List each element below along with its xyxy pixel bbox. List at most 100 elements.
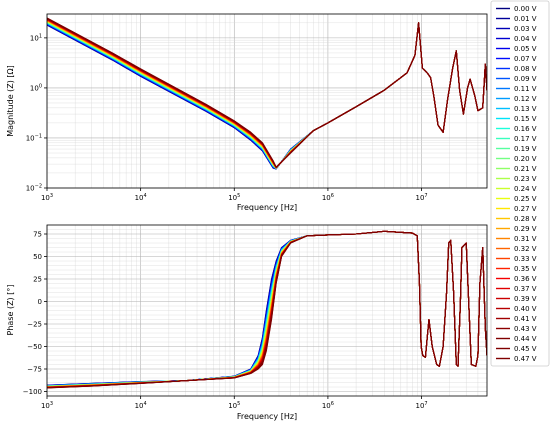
magnitude-y-tick-label: 100 <box>30 83 42 92</box>
phase-x-tick-label: 107 <box>415 401 427 410</box>
phase-grid <box>46 225 488 396</box>
legend-label: 0.47 V <box>514 355 537 363</box>
legend-entry: 0.11 V <box>496 85 537 93</box>
legend-entry: 0.16 V <box>496 125 537 133</box>
phase-y-tick-label: 75 <box>33 231 42 239</box>
phase-y-tick-label: 25 <box>33 276 42 284</box>
phase-y-tick-label: −100 <box>23 388 42 396</box>
legend-entry: 0.13 V <box>496 105 537 113</box>
legend-label: 0.09 V <box>514 75 537 83</box>
legend-label: 0.41 V <box>514 315 537 323</box>
magnitude-x-tick-label: 106 <box>322 193 334 202</box>
legend-label: 0.11 V <box>514 85 537 93</box>
phase-panel: 103 104 105 106 107 −100 −75 −50 −25 0 25 50 75 Fre… <box>6 224 488 421</box>
legend-label: 0.29 V <box>514 225 537 233</box>
legend-label: 0.36 V <box>514 275 537 283</box>
legend-label: 0.13 V <box>514 105 537 113</box>
legend-entry: 0.31 V <box>496 235 537 243</box>
legend-entry: 0.17 V <box>496 135 537 143</box>
legend-label: 0.12 V <box>514 95 537 103</box>
legend-entry: 0.01 V <box>496 15 537 23</box>
phase-x-axis-label: Frequency [Hz] <box>237 412 297 421</box>
phase-y-tick-label: −75 <box>27 366 42 374</box>
magnitude-y-tick-label: 10−1 <box>26 133 42 142</box>
legend-entry: 0.47 V <box>496 355 537 363</box>
legend-entry: 0.12 V <box>496 95 537 103</box>
legend-entry: 0.05 V <box>496 45 537 53</box>
legend-entry: 0.15 V <box>496 115 537 123</box>
legend-entry: 0.40 V <box>496 305 537 313</box>
legend-entry: 0.07 V <box>496 55 537 63</box>
legend-entry: 0.00 V <box>496 5 537 13</box>
legend-label: 0.16 V <box>514 125 537 133</box>
legend-entry: 0.32 V <box>496 245 537 253</box>
phase-x-tick-label: 103 <box>41 401 53 410</box>
phase-y-tick-label: −50 <box>27 343 42 351</box>
legend-frame <box>490 0 550 367</box>
phase-curve-0-47-V <box>47 230 487 389</box>
legend-label: 0.23 V <box>514 175 537 183</box>
legend-label: 0.07 V <box>514 55 537 63</box>
legend-entry: 0.24 V <box>496 185 537 193</box>
magnitude-series <box>47 17 487 170</box>
legend-label: 0.15 V <box>514 115 537 123</box>
legend-label: 0.00 V <box>514 5 537 13</box>
legend-entry: 0.04 V <box>496 35 537 43</box>
legend-label: 0.25 V <box>514 195 537 203</box>
legend-label: 0.43 V <box>514 325 537 333</box>
legend-entry: 0.36 V <box>496 275 537 283</box>
magnitude-panel: 103 104 105 106 107 10−2 10−1 100 101 Frequency… <box>6 13 488 212</box>
legend-label: 0.08 V <box>514 65 537 73</box>
magnitude-axes-frame <box>46 13 488 189</box>
phase-y-axis-label: Phase (Z) [°] <box>6 285 15 336</box>
legend-entry: 0.03 V <box>496 25 537 33</box>
legend-entry: 0.33 V <box>496 255 537 263</box>
legend-label: 0.27 V <box>514 205 537 213</box>
legend-label: 0.01 V <box>514 15 537 23</box>
legend-entry: 0.19 V <box>496 145 537 153</box>
magnitude-x-tick-label: 105 <box>228 193 240 202</box>
legend-entry: 0.29 V <box>496 225 537 233</box>
legend-entry: 0.44 V <box>496 335 537 343</box>
legend-entry: 0.08 V <box>496 65 537 73</box>
phase-y-tick-label: 0 <box>38 298 42 306</box>
legend-label: 0.37 V <box>514 285 537 293</box>
legend-entry: 0.35 V <box>496 265 537 273</box>
magnitude-y-tick-label: 101 <box>30 33 42 42</box>
legend-entry: 0.20 V <box>496 155 537 163</box>
legend-label: 0.33 V <box>514 255 537 263</box>
phase-x-tick-label: 104 <box>135 401 147 410</box>
magnitude-x-axis-label: Frequency [Hz] <box>237 203 297 212</box>
magnitude-x-ticks: 103 104 105 106 107 <box>41 188 428 202</box>
legend-entry: 0.41 V <box>496 315 537 323</box>
legend-entry: 0.43 V <box>496 325 537 333</box>
legend-label: 0.40 V <box>514 305 537 313</box>
phase-series <box>47 230 487 389</box>
magnitude-x-tick-label: 107 <box>415 193 427 202</box>
legend-label: 0.04 V <box>514 35 537 43</box>
legend-label: 0.32 V <box>514 245 537 253</box>
legend-label: 0.24 V <box>514 185 537 193</box>
magnitude-x-tick-label: 104 <box>135 193 147 202</box>
legend-label: 0.31 V <box>514 235 537 243</box>
legend-entry: 0.09 V <box>496 75 537 83</box>
legend-label: 0.17 V <box>514 135 537 143</box>
legend-entry: 0.27 V <box>496 205 537 213</box>
legend-label: 0.35 V <box>514 265 537 273</box>
magnitude-curve-0-47-V <box>47 17 487 168</box>
legend-label: 0.20 V <box>514 155 537 163</box>
legend: 0.00 V 0.01 V 0.03 V 0.04 V 0.05 V 0.07 V 0.08… <box>490 0 550 367</box>
magnitude-x-tick-label: 103 <box>41 193 53 202</box>
legend-entry: 0.23 V <box>496 175 537 183</box>
legend-entry: 0.45 V <box>496 345 537 353</box>
phase-x-ticks: 103 104 105 106 107 <box>41 396 428 410</box>
legend-label: 0.45 V <box>514 345 537 353</box>
legend-label: 0.05 V <box>514 45 537 53</box>
legend-label: 0.28 V <box>514 215 537 223</box>
legend-label: 0.19 V <box>514 145 537 153</box>
legend-label: 0.44 V <box>514 335 537 343</box>
legend-label: 0.21 V <box>514 165 537 173</box>
legend-label: 0.03 V <box>514 25 537 33</box>
legend-entry: 0.39 V <box>496 295 537 303</box>
